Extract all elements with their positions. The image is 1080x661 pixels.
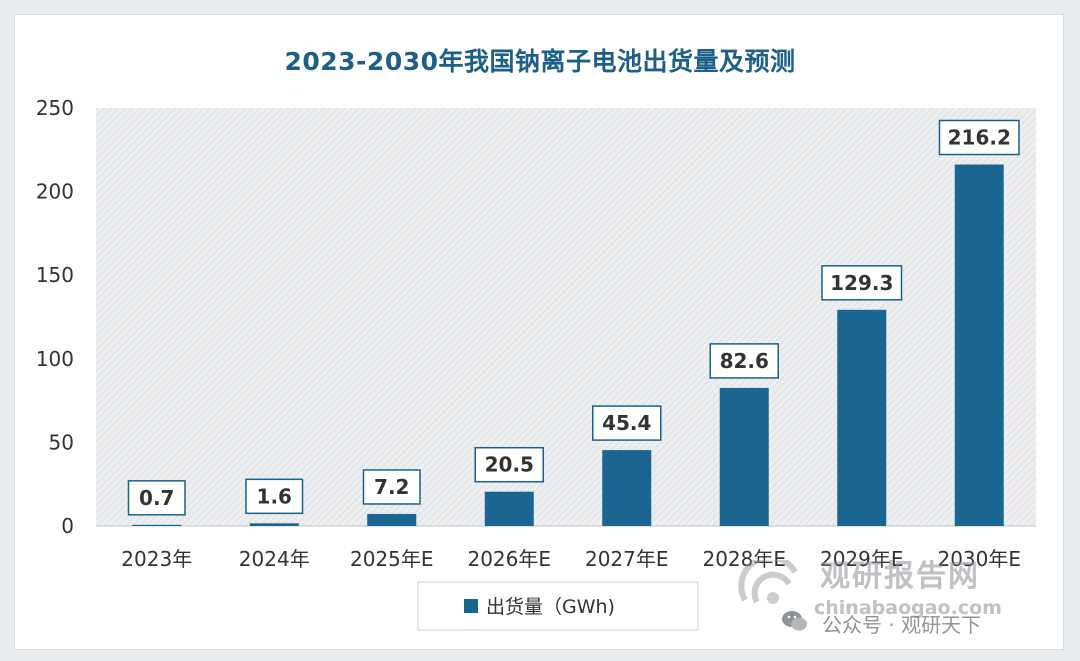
guanyan-logo-icon (735, 560, 805, 610)
bar (719, 387, 769, 526)
x-tick-label: 2026年E (467, 547, 551, 571)
x-tick-label: 2027年E (585, 547, 669, 571)
y-tick-label: 50 (49, 430, 74, 454)
data-label: 82.6 (720, 349, 769, 373)
bar (954, 164, 1004, 526)
data-label-box (709, 343, 779, 379)
x-tick-label: 2028年E (702, 547, 786, 571)
plot-area (96, 108, 1036, 526)
data-label-box (362, 469, 421, 505)
bar (132, 524, 182, 526)
data-label: 216.2 (948, 126, 1011, 150)
data-label-box (821, 265, 903, 301)
y-tick-label: 0 (61, 514, 74, 538)
data-label-box (127, 480, 186, 516)
bar (602, 450, 652, 526)
watermark-brand: 观研报告网 (820, 559, 980, 594)
data-label-box (245, 478, 304, 515)
chart-title: 2023-2030年我国钠离子电池出货量及预测 (284, 47, 796, 76)
data-label: 20.5 (485, 453, 534, 477)
legend-label: 出货量（GWh) (486, 596, 615, 618)
data-label: 45.4 (602, 411, 651, 435)
data-label-box (592, 405, 662, 441)
y-tick-label: 250 (36, 96, 74, 120)
data-label: 1.6 (257, 484, 292, 508)
y-tick-label: 100 (36, 347, 74, 371)
x-tick-label: 2023年 (121, 547, 192, 571)
data-label: 0.7 (139, 486, 174, 510)
data-label: 129.3 (830, 271, 893, 295)
bar (484, 491, 534, 526)
y-tick-label: 200 (36, 180, 74, 204)
bar (367, 513, 417, 526)
y-tick-label: 150 (36, 263, 74, 287)
wechat-icon (780, 606, 810, 636)
watermark-publisher: 公众号 · 观研天下 (822, 613, 982, 637)
legend-swatch (464, 599, 478, 613)
data-label-box (474, 446, 544, 483)
x-tick-label: 2025年E (350, 547, 434, 571)
x-tick-label: 2029年E (820, 547, 904, 571)
x-tick-label: 2024年 (239, 547, 310, 571)
bar (249, 523, 299, 526)
watermark-site: chinabaogao.com (814, 597, 1002, 619)
data-label: 7.2 (374, 475, 409, 499)
data-label-box (938, 119, 1020, 156)
bar (837, 309, 887, 526)
x-tick-label: 2030年E (937, 547, 1021, 571)
